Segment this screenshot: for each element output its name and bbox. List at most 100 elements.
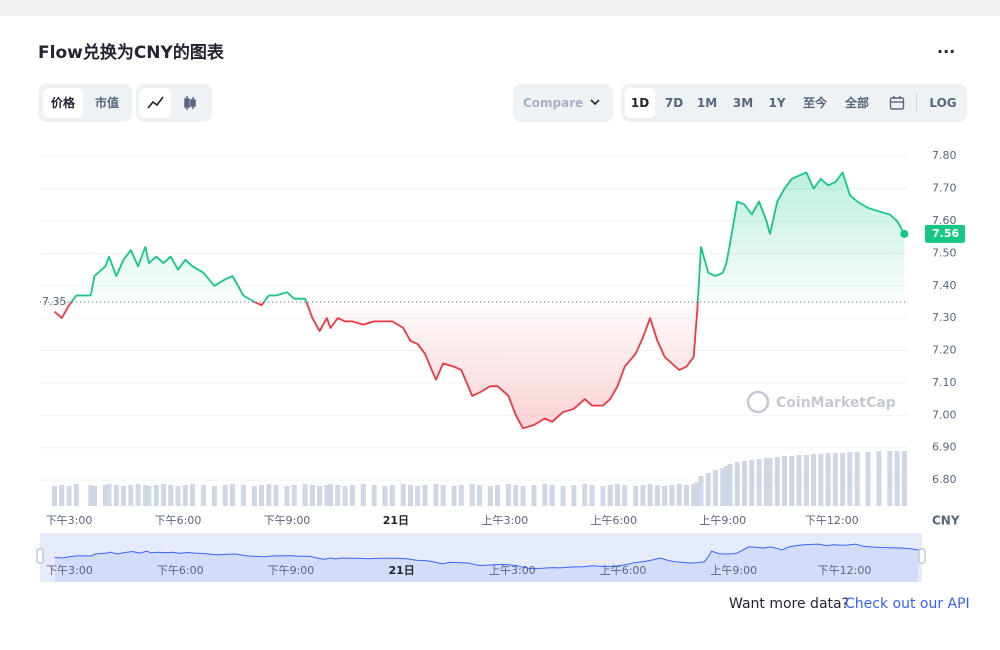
divider (916, 94, 917, 112)
navigator-handle[interactable] (36, 548, 44, 564)
volume-bar (106, 484, 112, 506)
volume-bar (789, 456, 795, 506)
volume-bar (324, 485, 330, 506)
navigator-line (54, 543, 919, 570)
volume-bar (284, 486, 290, 506)
volume-bar (389, 485, 395, 506)
volume-bar (854, 452, 860, 506)
footer-link[interactable]: Check out our API (845, 596, 970, 612)
volume-bar (160, 484, 166, 506)
volume-bar (782, 456, 788, 506)
volume-bar (887, 451, 893, 506)
volume-bar (640, 485, 646, 506)
volume-bar (142, 485, 148, 506)
volume-bar (135, 484, 141, 506)
chart-type-icons[interactable] (139, 88, 209, 118)
volume-bar (607, 485, 613, 506)
volume-bar (694, 482, 700, 506)
volume-bar (73, 484, 79, 506)
volume-bar (767, 458, 773, 506)
volume-bar (749, 460, 755, 506)
volume-bar (847, 452, 853, 506)
volume-bar (876, 451, 882, 506)
x-tick-label: 下午12:00 (805, 514, 859, 527)
watermark: CoinMarketCap (746, 390, 896, 414)
y-tick-label: 7.30 (932, 311, 957, 324)
volume-bar (720, 468, 726, 506)
price-line (53, 171, 906, 430)
volume-bar (734, 462, 740, 506)
tab[interactable]: 价格 (43, 88, 83, 118)
range-button[interactable]: 3M (732, 96, 754, 110)
more-button[interactable]: ... (937, 38, 956, 57)
volume-bar (121, 486, 127, 506)
navigator-handle[interactable] (918, 548, 926, 564)
volume-bar (458, 485, 464, 506)
volume-bar (211, 486, 217, 506)
volume-bar (182, 485, 188, 506)
navigator-tick-label: 下午12:00 (818, 564, 872, 577)
volume-bar (451, 486, 457, 506)
volume-bar (506, 484, 512, 506)
volume-bar (803, 455, 809, 506)
volume-bar (763, 458, 769, 506)
volume-bar (825, 453, 831, 506)
volume-bar (894, 451, 900, 506)
last-point (900, 229, 909, 238)
volume-bar (266, 484, 272, 506)
volume-bar (59, 485, 65, 506)
volume-bar (302, 484, 308, 506)
currency-label: CNY (932, 514, 960, 528)
volume-bar (52, 486, 58, 506)
volume-bar (91, 486, 97, 506)
volume-bar (811, 454, 817, 506)
range-button[interactable]: 7D (664, 96, 684, 110)
navigator-tick-label: 上午3:00 (489, 564, 536, 577)
range-button[interactable]: 1Y (768, 96, 786, 110)
range-button[interactable]: 1M (696, 96, 718, 110)
title: Flow兑换为CNY的图表 (38, 43, 224, 63)
volume-bar (818, 454, 824, 506)
range-button[interactable]: 全部 (844, 96, 869, 110)
y-tick-label: 7.10 (932, 376, 957, 389)
volume-bar (240, 485, 246, 506)
range-button[interactable]: 1D (625, 88, 655, 118)
navigator-tick-label: 下午9:00 (268, 564, 315, 577)
x-tick-label: 上午9:00 (699, 514, 746, 527)
log-button[interactable]: LOG (929, 96, 957, 110)
volume-bar (342, 486, 348, 506)
x-tick-label: 上午6:00 (590, 514, 637, 527)
volume-bar (317, 486, 323, 506)
volume-bar (273, 485, 279, 506)
volume-bar (487, 486, 493, 506)
watermark-text: CoinMarketCap (776, 395, 896, 411)
volume-bar (476, 485, 482, 506)
x-tick-label: 下午3:00 (46, 514, 93, 527)
volume-bar (582, 484, 588, 506)
tab[interactable]: 市值 (94, 96, 119, 110)
compare-label[interactable]: Compare (523, 96, 584, 110)
volume-bar (669, 485, 675, 506)
volume-bar (742, 461, 748, 506)
volume-bar (549, 485, 555, 506)
range-button[interactable]: 至今 (802, 96, 827, 110)
y-tick-label: 7.60 (932, 214, 957, 227)
volume-bar (229, 484, 235, 506)
volume-bar (571, 485, 577, 506)
volume-bar (589, 485, 595, 506)
volume-bar (683, 485, 689, 506)
volume-bar (756, 459, 762, 506)
x-tick-label: 上午3:00 (482, 514, 529, 527)
calendar-icon[interactable] (889, 95, 905, 111)
volume-bar (200, 485, 206, 506)
navigator-tick-label: 上午6:00 (600, 564, 647, 577)
volume-bar (705, 473, 711, 506)
price-tag (925, 224, 965, 243)
volume-bar (691, 484, 697, 506)
volume-bar (168, 485, 174, 506)
volume-bar (713, 470, 719, 506)
volume-bar (560, 486, 566, 506)
volume-bar (520, 486, 526, 506)
volume-bar (698, 476, 704, 506)
